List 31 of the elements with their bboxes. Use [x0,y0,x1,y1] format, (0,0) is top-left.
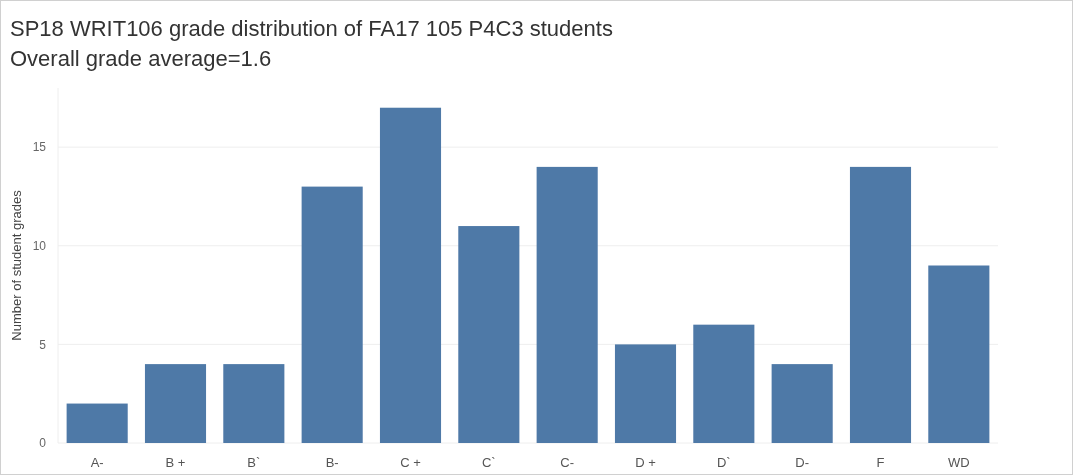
bar [66,403,128,443]
bar [693,324,755,443]
chart-title: SP18 WRIT106 grade distribution of FA17 105 P4C3 students [10,16,613,41]
bar [301,186,363,443]
y-tick-label: 10 [32,238,47,253]
y-tick-label: 5 [39,337,47,352]
x-tick-label: C + [400,455,421,470]
x-tick-label: F [876,455,885,470]
x-tick-label: B + [165,455,186,470]
x-tick-label: D + [635,455,656,470]
x-tick-label: B- [325,455,339,470]
x-tick-label: A- [90,455,104,470]
y-axis-title: Number of student grades [9,189,24,341]
bar [771,364,833,443]
chart-subtitle: Overall grade average=1.6 [10,46,272,71]
y-tick-label: 15 [32,140,47,155]
bar [144,364,207,443]
x-tick-label: C- [560,455,575,470]
x-tick-label: B` [247,455,261,470]
bar [849,166,912,443]
x-tick-label: D` [716,455,731,470]
y-tick-label: 0 [39,436,47,451]
x-tick-label: D- [795,455,810,470]
bar [458,226,520,443]
bar [928,265,990,443]
x-tick-label: WD [948,455,970,470]
bar [536,166,598,443]
bar [223,364,285,443]
bar [379,107,442,443]
x-tick-label: C` [481,455,496,470]
bar [614,344,677,443]
